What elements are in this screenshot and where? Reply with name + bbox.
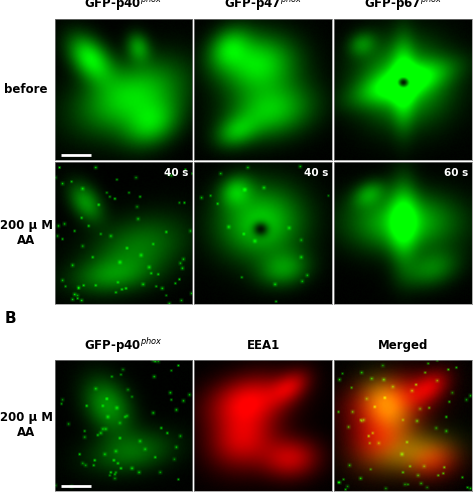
Text: GFP-p47$^{\it{phox}}$: GFP-p47$^{\it{phox}}$ bbox=[224, 0, 302, 13]
Text: before: before bbox=[4, 83, 48, 96]
Text: GFP-p67$^{\it{phox}}$: GFP-p67$^{\it{phox}}$ bbox=[364, 0, 442, 13]
Text: GFP-p40$^{\it{phox}}$: GFP-p40$^{\it{phox}}$ bbox=[84, 336, 163, 355]
Text: GFP-p40$^{\it{phox}}$: GFP-p40$^{\it{phox}}$ bbox=[84, 0, 163, 13]
Text: EEA1: EEA1 bbox=[246, 339, 280, 352]
Text: 200 μ M
AA: 200 μ M AA bbox=[0, 219, 53, 247]
Text: 40 s: 40 s bbox=[164, 168, 189, 178]
Text: 40 s: 40 s bbox=[304, 168, 328, 178]
Text: 60 s: 60 s bbox=[444, 168, 468, 178]
Text: 200 μ M
AA: 200 μ M AA bbox=[0, 411, 53, 439]
Text: B: B bbox=[5, 311, 17, 326]
Text: Merged: Merged bbox=[378, 339, 428, 352]
